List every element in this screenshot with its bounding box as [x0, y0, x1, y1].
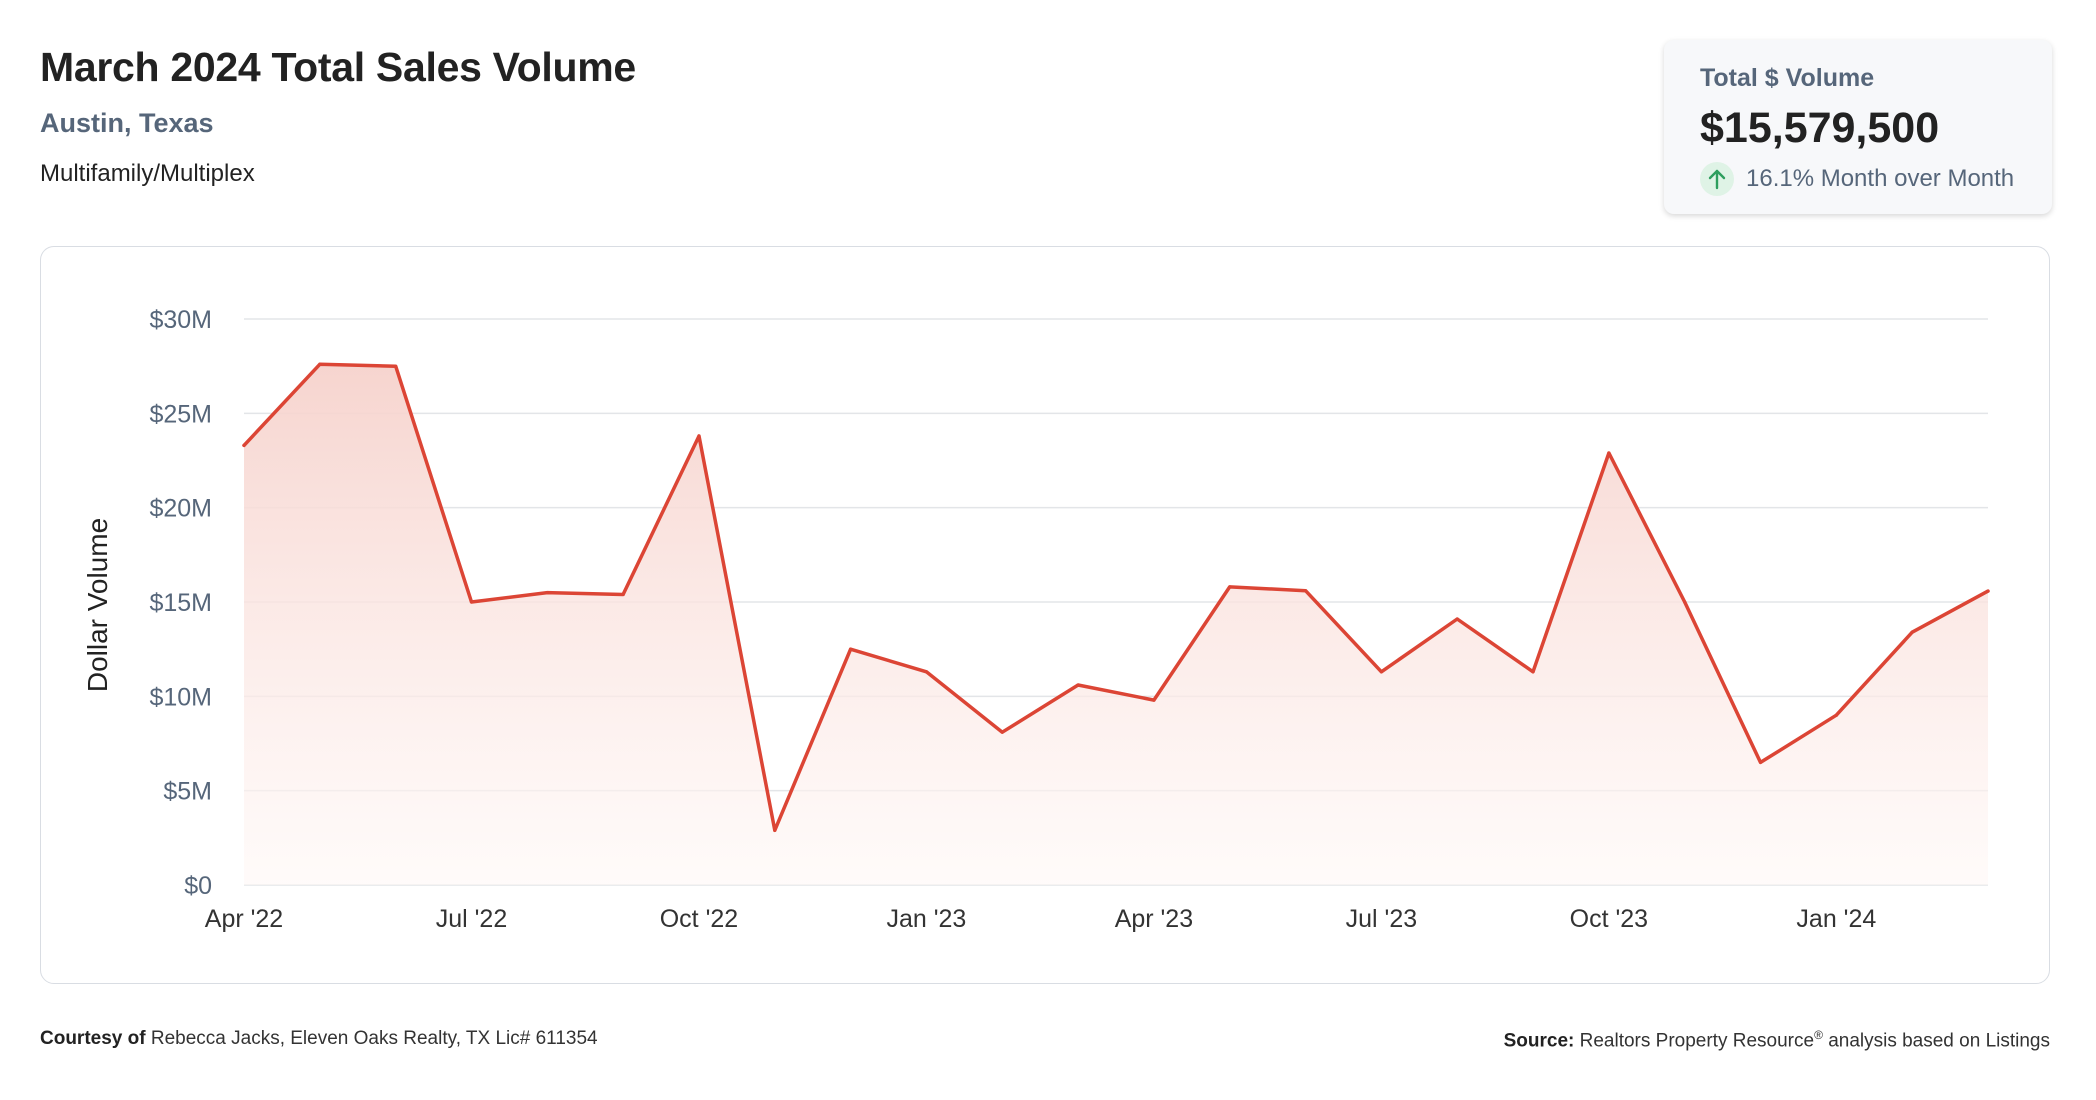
data-point: [1758, 760, 1763, 764]
chart-container: $0 $5M $10M $15M $20M $25M $30M Apr '22 Jul '22…: [40, 246, 2050, 984]
courtesy-label: Courtesy of: [40, 1028, 146, 1049]
data-point: [242, 443, 246, 448]
y-tick-label: $15M: [149, 589, 212, 617]
source-label: Source:: [1503, 1030, 1575, 1052]
courtesy-text: Rebecca Jacks, Eleven Oaks Realty, TX Li…: [150, 1028, 598, 1049]
x-axis-ticks: Apr '22 Jul '22 Oct '22 Jan '23 Apr '23 Jul '…: [205, 905, 1877, 933]
sales-volume-chart: $0 $5M $10M $15M $20M $25M $30M Apr '22 Jul '22…: [82, 306, 1990, 933]
source-text: Realtors Property Resource: [1579, 1030, 1815, 1052]
x-tick-label: Oct '22: [660, 905, 738, 933]
data-point: [1152, 698, 1156, 702]
month-over-month-change: 16.1% Month over Month: [1700, 162, 2014, 196]
data-point: [1834, 713, 1838, 717]
data-point: [1531, 670, 1535, 674]
y-tick-label: $30M: [149, 306, 212, 334]
data-point: [1000, 730, 1004, 734]
data-point: [318, 362, 322, 366]
data-point: [545, 590, 549, 595]
total-volume-card: Total $ Volume $15,579,500 16.1% Month o…: [1664, 40, 2052, 214]
y-tick-label: $0: [184, 872, 212, 900]
data-point: [1986, 589, 1990, 593]
data-point: [469, 600, 474, 604]
change-text: 16.1% Month over Month: [1746, 165, 2015, 192]
y-axis-label: Dollar Volume: [82, 518, 113, 692]
y-tick-label: $5M: [163, 778, 212, 806]
sales-volume-area: [244, 364, 1988, 885]
data-point: [621, 592, 625, 597]
data-points: [242, 362, 1990, 832]
x-tick-label: Apr '22: [205, 905, 283, 933]
property-type-label: Multifamily/Multiplex: [40, 160, 255, 187]
total-volume-label: Total $ Volume: [1700, 64, 1875, 92]
x-tick-label: Oct '23: [1570, 905, 1648, 933]
data-point: [1076, 683, 1080, 687]
x-tick-label: Jan '23: [887, 905, 967, 933]
data-point: [1303, 589, 1308, 593]
x-tick-label: Jan '24: [1796, 905, 1876, 933]
data-point: [1228, 585, 1232, 589]
y-tick-label: $10M: [149, 683, 212, 711]
data-point: [773, 828, 777, 832]
data-point: [1683, 600, 1687, 604]
x-tick-label: Apr '23: [1115, 905, 1193, 933]
data-point: [849, 647, 853, 651]
courtesy-credit: Courtesy of Rebecca Jacks, Eleven Oaks R…: [40, 1028, 598, 1050]
y-tick-label: $25M: [149, 400, 212, 428]
data-point: [1455, 617, 1459, 621]
source-text-tail: analysis based on Listings: [1828, 1030, 2050, 1052]
data-point: [1607, 451, 1611, 455]
x-tick-label: Jul '23: [1346, 905, 1417, 933]
total-volume-value: $15,579,500: [1700, 104, 1940, 152]
y-axis-ticks: $0 $5M $10M $15M $20M $25M $30M: [149, 306, 212, 900]
data-point: [697, 434, 701, 438]
page-title: March 2024 Total Sales Volume: [40, 44, 636, 90]
data-point: [394, 364, 398, 368]
registered-mark: ®: [1814, 1028, 1823, 1042]
sales-volume-line: [242, 362, 1990, 833]
y-tick-label: $20M: [149, 495, 212, 523]
data-point: [924, 670, 929, 674]
source-credit: Source: Realtors Property Resource® anal…: [1504, 1028, 2050, 1052]
data-point: [1379, 670, 1383, 674]
x-tick-label: Jul '22: [436, 905, 507, 933]
arrow-up-icon: [1700, 162, 1734, 196]
data-point: [1910, 630, 1914, 634]
location-subtitle: Austin, Texas: [40, 108, 214, 138]
